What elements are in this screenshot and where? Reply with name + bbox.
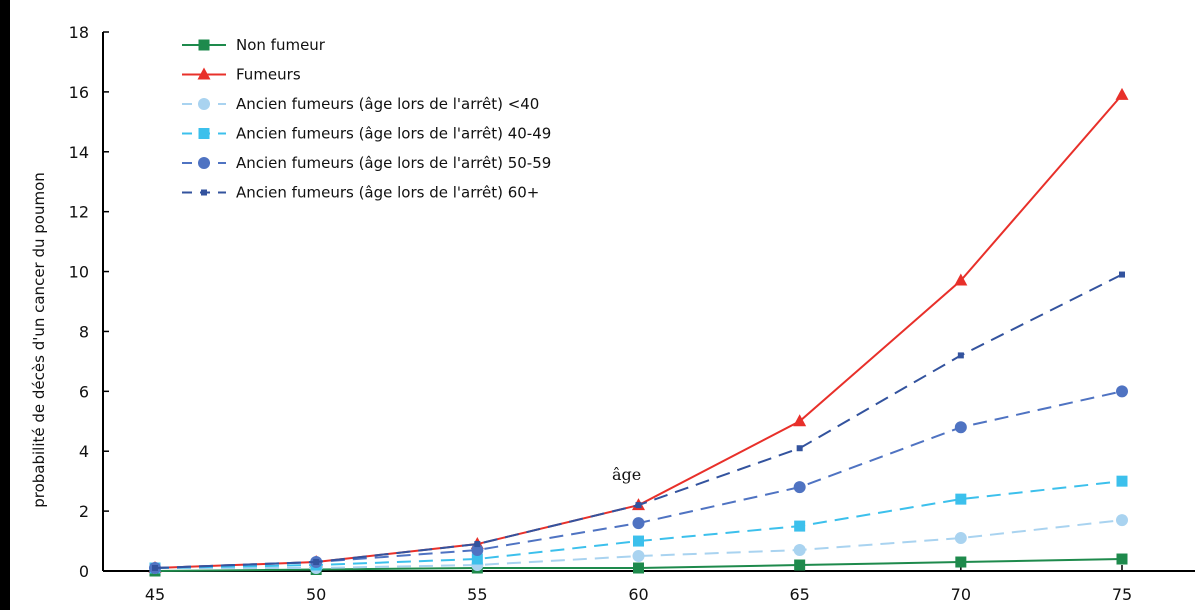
x-tick-label: 70 — [951, 585, 971, 604]
data-point — [957, 352, 964, 359]
annotation-age: âge — [612, 465, 641, 484]
data-point — [793, 481, 806, 494]
y-axis-title: probabilité de décès d'un cancer du poum… — [30, 172, 48, 508]
data-point — [474, 541, 481, 548]
x-tick-label: 50 — [306, 585, 326, 604]
legend-swatch-marker — [198, 128, 210, 139]
legend-entry-5: Ancien fumeurs (âge lors de l'arrêt) 60+ — [182, 184, 539, 202]
data-point — [794, 520, 806, 532]
y-tick-label: 0 — [79, 562, 89, 581]
data-point — [954, 532, 967, 545]
legend: Non fumeur Fumeurs Ancien fumeurs (âge lor… — [182, 36, 551, 202]
legend-label: Fumeurs — [236, 66, 301, 84]
legend-label: Ancien fumeurs (âge lors de l'arrêt) 50-… — [236, 154, 551, 172]
data-point — [1116, 475, 1128, 487]
data-point — [632, 517, 645, 530]
series-lines — [148, 87, 1129, 577]
x-tick-label: 65 — [789, 585, 809, 604]
legend-swatch-marker — [197, 67, 211, 80]
y-tick-label: 2 — [79, 502, 89, 521]
legend-swatch-marker — [198, 98, 210, 110]
legend-entry-4: Ancien fumeurs (âge lors de l'arrêt) 50-… — [182, 154, 551, 172]
x-tick-label: 45 — [145, 585, 165, 604]
data-point — [1116, 514, 1128, 527]
data-point — [955, 556, 967, 568]
data-point — [1116, 385, 1128, 398]
data-point — [632, 550, 645, 563]
y-tick-label: 6 — [79, 382, 89, 401]
legend-label: Non fumeur — [236, 36, 326, 54]
y-tick-label: 10 — [69, 263, 89, 282]
data-point — [633, 562, 644, 574]
legend-entry-1: Fumeurs — [182, 66, 301, 84]
legend-entry-2: Ancien fumeurs (âge lors de l'arrêt) <40 — [182, 95, 539, 113]
legend-entry-3: Ancien fumeurs (âge lors de l'arrêt) 40-… — [182, 125, 551, 143]
legend-label: Ancien fumeurs (âge lors de l'arrêt) 60+ — [236, 184, 539, 202]
data-point — [1116, 553, 1128, 565]
data-point — [796, 445, 803, 452]
legend-label: Ancien fumeurs (âge lors de l'arrêt) 40-… — [236, 125, 551, 143]
x-tick-label: 60 — [628, 585, 648, 604]
data-point — [793, 414, 807, 427]
legend-swatch-marker — [201, 189, 207, 196]
data-point — [635, 502, 642, 509]
y-tick-label: 4 — [79, 442, 89, 461]
data-point — [313, 559, 320, 566]
y-tick-label: 18 — [69, 23, 89, 42]
data-point — [954, 421, 967, 434]
y-tick-label: 16 — [69, 83, 89, 102]
y-tick-label: 14 — [69, 143, 89, 162]
legend-entry-0: Non fumeur — [182, 36, 326, 54]
data-point — [955, 493, 967, 505]
series-5 — [152, 271, 1125, 572]
legend-swatch-marker — [198, 157, 210, 169]
left-border — [0, 0, 10, 610]
data-point — [793, 544, 806, 557]
data-point — [1115, 87, 1129, 100]
data-point — [152, 565, 158, 572]
data-point — [794, 559, 806, 571]
data-point — [1119, 271, 1125, 278]
legend-label: Ancien fumeurs (âge lors de l'arrêt) <40 — [236, 95, 539, 113]
x-tick-label: 55 — [467, 585, 487, 604]
legend-swatch-marker — [198, 39, 210, 51]
y-tick-label: 12 — [69, 203, 89, 222]
data-point — [633, 535, 644, 547]
x-tick-label: 75 — [1112, 585, 1132, 604]
data-point — [471, 553, 483, 565]
y-tick-label: 8 — [79, 322, 89, 341]
data-point — [954, 273, 968, 286]
